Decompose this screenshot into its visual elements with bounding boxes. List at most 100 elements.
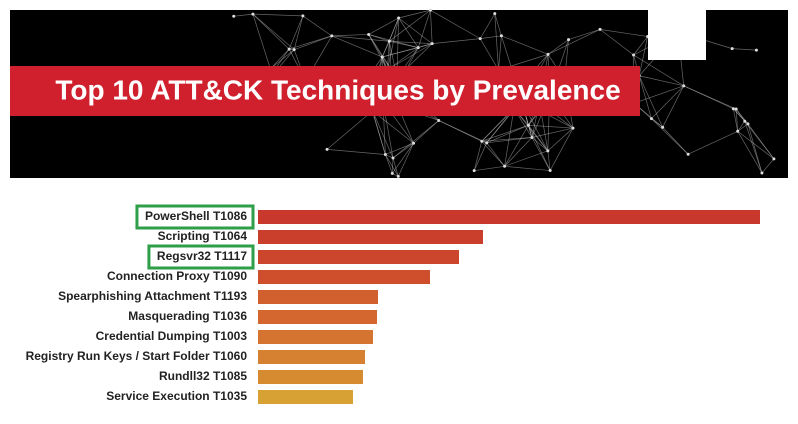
network-line (392, 143, 414, 174)
network-line (737, 121, 746, 132)
network-line (252, 13, 303, 17)
network-node (686, 152, 690, 156)
network-line (387, 43, 433, 71)
network-line (747, 123, 775, 160)
network-node (493, 12, 497, 16)
network-line (504, 108, 515, 167)
network-line (639, 75, 684, 87)
network-node (546, 149, 550, 153)
network-line (382, 43, 433, 58)
network-node (499, 34, 503, 38)
category-label: Credential Dumping T1003 (96, 329, 248, 343)
bar (258, 230, 483, 244)
bar (258, 250, 459, 264)
network-line (480, 35, 502, 39)
network-line (326, 110, 373, 150)
network-line (528, 124, 574, 129)
network-line (372, 110, 386, 155)
category-label: Scripting T1064 (158, 229, 248, 243)
network-line (547, 39, 569, 55)
network-line (651, 118, 689, 155)
network-line (733, 108, 739, 132)
bar (258, 370, 363, 384)
network-line (479, 13, 496, 39)
network-node (383, 153, 387, 157)
network-line (398, 9, 431, 19)
network-line (687, 130, 738, 155)
network-line (331, 35, 383, 58)
network-node (736, 129, 740, 133)
network-node (530, 135, 534, 139)
network-line (599, 29, 648, 37)
network-line (294, 35, 332, 50)
network-line (662, 126, 689, 155)
bar (258, 270, 430, 284)
network-line (504, 125, 529, 167)
network-line (389, 9, 431, 42)
network-node (485, 141, 489, 145)
network-node (760, 171, 764, 175)
network-line (392, 120, 439, 159)
bar (258, 350, 365, 364)
network-node (292, 48, 296, 52)
network-line (486, 142, 505, 167)
network-node (730, 47, 734, 51)
network-line (651, 85, 684, 119)
network-line (531, 137, 551, 171)
network-line (381, 41, 390, 58)
network-line (398, 17, 433, 44)
network-line (504, 165, 551, 171)
network-line (683, 85, 734, 110)
bar (258, 290, 378, 304)
network-line (638, 75, 652, 119)
network-line (494, 13, 502, 36)
network-line (252, 13, 295, 50)
network-line (288, 15, 304, 50)
network-line (372, 110, 414, 144)
network-line (633, 54, 684, 87)
network-node (390, 171, 394, 175)
network-node (430, 42, 434, 46)
network-line (372, 110, 394, 159)
network-line (473, 141, 483, 171)
network-node (682, 84, 686, 88)
network-line (547, 29, 601, 55)
network-node (472, 169, 476, 173)
network-line (387, 17, 399, 70)
category-label: Regsvr32 T1117 (157, 249, 247, 263)
network-node (731, 107, 735, 111)
network-line (528, 125, 551, 171)
network-node (437, 118, 441, 122)
network-line (504, 137, 533, 167)
network-node (754, 48, 758, 52)
network-line (547, 150, 551, 171)
highlight-box (147, 244, 255, 270)
network-line (289, 35, 332, 50)
network-node (367, 32, 371, 36)
network-line (481, 124, 529, 142)
network-node (251, 12, 255, 16)
network-line (504, 150, 548, 167)
network-line (549, 127, 574, 171)
network-line (737, 123, 749, 132)
network-line (430, 10, 433, 44)
network-line (397, 143, 414, 177)
network-line (293, 15, 304, 50)
network-node (734, 107, 738, 111)
network-line (638, 75, 663, 128)
network-node (649, 117, 653, 121)
bar (258, 390, 353, 404)
network-node (391, 156, 395, 160)
network-line (473, 142, 488, 171)
network-node (301, 14, 305, 18)
category-label: Connection Proxy T1090 (107, 269, 247, 283)
bar (258, 330, 373, 344)
category-label: Service Execution T1035 (106, 389, 247, 403)
network-line (385, 154, 399, 177)
network-line (479, 38, 499, 71)
category-label: Registry Run Keys / Start Folder T1060 (26, 349, 248, 363)
network-line (432, 38, 481, 44)
network-line (385, 154, 393, 174)
network-line (389, 40, 419, 48)
network-line (761, 158, 775, 174)
